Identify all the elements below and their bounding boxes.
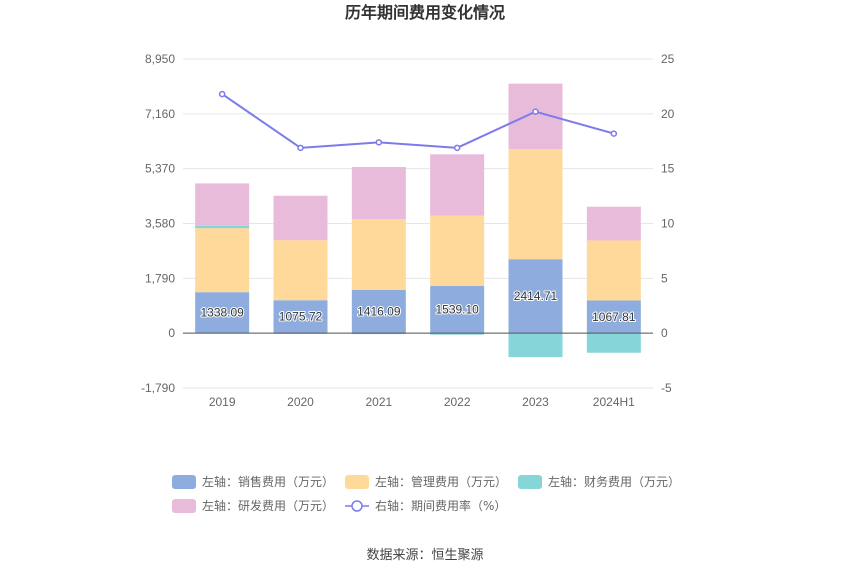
bar-value-label: 1338.09 (200, 306, 244, 320)
rate-line (221, 93, 615, 149)
x-tick-label: 2021 (365, 395, 392, 409)
rate-point (453, 144, 461, 152)
left-tick-label: 8,950 (145, 52, 175, 66)
right-tick-label: -5 (661, 381, 672, 395)
right-tick-label: 15 (661, 162, 675, 176)
rate-point (218, 90, 226, 98)
rate-point (375, 139, 383, 146)
x-tick-label: 2019 (209, 395, 236, 409)
bar-labels: 1338.09 1075.72 1416.09 1539.10 2414.71 1067.… (199, 288, 636, 325)
legend-line-marker[interactable] (351, 500, 363, 512)
legend-label[interactable]: 右轴：期间费用率（%） (375, 498, 506, 513)
left-tick-label: 0 (168, 326, 175, 340)
bar-2021-series-1 (351, 219, 406, 290)
bar-2019-series-3 (195, 183, 250, 226)
right-tick-label: 20 (661, 107, 675, 121)
bar-2020-series-0 (273, 300, 328, 334)
line-series (218, 90, 618, 152)
grid (183, 58, 653, 389)
bar-2024H1-series-3 (586, 206, 641, 241)
legend-label[interactable]: 左轴：研发费用（万元） (202, 498, 334, 513)
left-tick-label: 5,370 (145, 162, 175, 176)
bar-2023-series-2 (508, 333, 563, 358)
legend-swatch[interactable] (518, 475, 542, 489)
left-tick-label: 7,160 (145, 107, 175, 121)
bar-2019-series-2 (195, 225, 250, 229)
bar-2022-series-2 (430, 333, 485, 335)
right-tick-label: 10 (661, 217, 675, 231)
legend-label[interactable]: 左轴：管理费用（万元） (375, 474, 507, 489)
right-tick-label: 0 (661, 326, 668, 340)
legend-label[interactable]: 左轴：财务费用（万元） (548, 474, 680, 489)
rate-point (297, 144, 304, 152)
bar-2019-series-0 (195, 292, 250, 334)
right-axis: -5 0 5 10 15 20 25 (661, 52, 675, 395)
bar-2023-series-0 (508, 259, 563, 334)
bar-value-label: 2414.71 (514, 289, 558, 303)
bar-value-label: 1416.09 (357, 304, 401, 318)
right-tick-label: 5 (661, 271, 668, 285)
right-tick-label: 25 (661, 52, 675, 66)
bar-2019-series-1 (195, 228, 250, 293)
legend-swatch[interactable] (172, 499, 196, 513)
bars (195, 83, 641, 358)
left-tick-label: 3,580 (145, 217, 175, 231)
bar-2020-series-3 (273, 195, 328, 241)
rate-point (532, 108, 539, 115)
data-source: 数据来源：恒生聚源 (366, 548, 483, 563)
bar-value-label: 1067.81 (592, 310, 636, 324)
x-axis: 2019 2020 2021 2022 2023 2024H1 (209, 395, 635, 409)
x-tick-label: 2022 (444, 395, 471, 409)
left-tick-label: -1,790 (141, 381, 175, 395)
legend-swatch[interactable] (345, 475, 369, 489)
legend-label[interactable]: 左轴：销售费用（万元） (202, 474, 334, 489)
bar-2022-series-0 (430, 286, 485, 334)
x-tick-label: 2023 (522, 395, 549, 409)
bar-value-label: 1539.10 (435, 303, 479, 317)
bar-2024H1-series-1 (586, 240, 641, 301)
chart-title: 历年期间费用变化情况 (345, 3, 505, 22)
bar-2022-series-3 (430, 154, 485, 216)
legend-swatch[interactable] (172, 475, 196, 489)
rate-point (610, 130, 618, 137)
bar-2024H1-series-0 (586, 300, 641, 334)
bar-2024H1-series-2 (586, 333, 641, 353)
bar-2020-series-1 (273, 240, 328, 301)
legend: 左轴：销售费用（万元） 左轴：管理费用（万元） 左轴：财务费用（万元） 左轴：研发费用… (172, 474, 680, 513)
bar-2022-series-1 (430, 215, 485, 287)
bar-value-label: 1075.72 (279, 310, 323, 324)
bar-2021-series-0 (351, 289, 406, 334)
bar-2023-series-1 (508, 149, 563, 260)
left-axis: -1,790 0 1,790 3,580 5,370 7,160 8,950 (141, 52, 175, 395)
x-tick-label: 2024H1 (593, 395, 635, 409)
bar-2021-series-3 (351, 166, 406, 220)
left-tick-label: 1,790 (145, 271, 175, 285)
x-tick-label: 2020 (287, 395, 314, 409)
